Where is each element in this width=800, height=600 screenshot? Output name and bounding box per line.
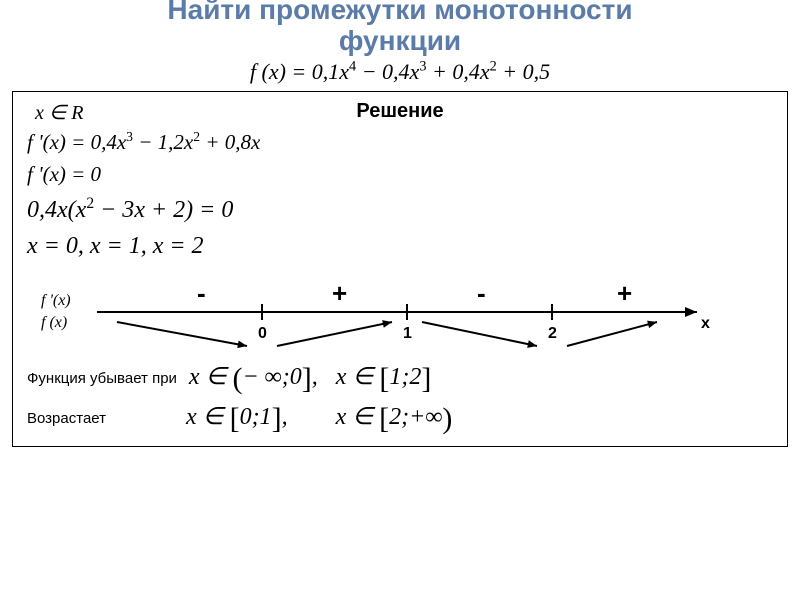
svg-text:x: x [701,315,710,332]
svg-text:1: 1 [403,325,412,342]
svg-text:0: 0 [258,325,267,342]
decreasing-label: Функция убывает при [27,370,177,387]
domain-text: x ∈ R [35,100,84,125]
main-function: f (x) = 0,1x4 − 0,4x3 + 0,4x2 + 0,5 [0,59,800,85]
roots: x = 0, x = 1, x = 2 [27,231,773,262]
increasing-label: Возрастает [27,410,106,427]
solution-box: x ∈ R Решение f '(x) = 0,4x3 − 1,2x2 + 0… [12,91,788,447]
svg-text:+: + [617,278,632,308]
title-line1: Найти промежутки монотонности [167,0,632,25]
title-line2: функции [339,25,461,56]
number-line: f '(x) f (x) x012-+-+ [27,270,773,360]
derivative-expr: f '(x) = 0,4x3 − 1,2x2 + 0,8x [27,128,773,156]
dec-interval1: x ∈ (− ∞;0], [183,362,318,396]
derivative-zero: f '(x) = 0 [27,161,773,188]
svg-text:-: - [477,278,486,308]
solution-header: Решение [27,100,773,123]
page-title: Найти промежутки монотонности функции [0,0,800,57]
function-expr: f (x) = 0,1x4 − 0,4x3 + 0,4x2 + 0,5 [250,59,550,84]
increasing-row: Возрастает x ∈ [0;1], x ∈ [2;+∞) [27,402,773,436]
factored-eq: 0,4x(x2 − 3x + 2) = 0 [27,194,773,226]
svg-text:-: - [197,278,206,308]
svg-text:2: 2 [548,325,557,342]
svg-text:+: + [332,278,347,308]
number-line-svg: x 0 1 2 - + - + [27,270,727,360]
inc-interval2: x ∈ [2;+∞) [336,402,453,436]
dec-interval2: x ∈ [1;2] [336,362,432,396]
inc-interval1: x ∈ [0;1], [186,402,288,436]
decreasing-row: Функция убывает при x ∈ (− ∞;0], x ∈ [1;… [27,362,773,396]
